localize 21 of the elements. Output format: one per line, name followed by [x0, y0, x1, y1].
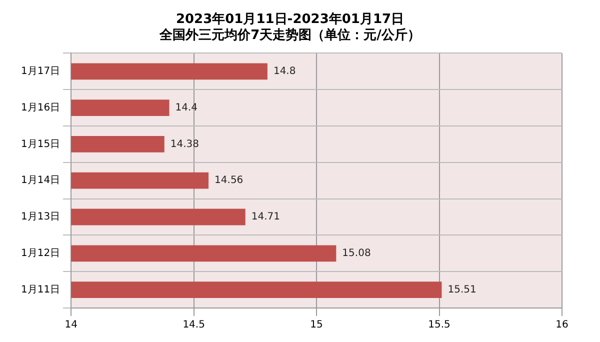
x-tick-label: 16 — [556, 320, 568, 331]
data-label: 14.56 — [214, 175, 244, 186]
chart-title: 2023年01月11日-2023年01月17日 — [176, 12, 404, 28]
data-label: 14.38 — [170, 138, 199, 150]
x-tick-label: 15.5 — [428, 320, 450, 331]
y-tick-label: 1月11日 — [20, 284, 60, 296]
chart-subtitle: 全国外三元均价7天走势图（单位：元/公斤） — [158, 26, 420, 43]
data-label: 14.71 — [251, 212, 280, 223]
data-label: 14.8 — [273, 66, 296, 77]
data-label: 14.4 — [175, 102, 198, 114]
y-tick-label: 1月14日 — [20, 175, 60, 186]
y-tick-label: 1月13日 — [20, 212, 60, 223]
data-label: 15.51 — [448, 284, 476, 296]
x-tick-label: 14 — [64, 320, 78, 331]
y-tick-label: 1月16日 — [20, 102, 60, 114]
x-tick-label: 14.5 — [182, 320, 205, 331]
y-tick-label: 1月12日 — [20, 248, 60, 259]
y-tick-label: 1月15日 — [20, 138, 60, 150]
data-label: 15.08 — [342, 248, 371, 259]
y-tick-label: 1月17日 — [20, 66, 60, 77]
x-tick-label: 15 — [310, 320, 323, 331]
